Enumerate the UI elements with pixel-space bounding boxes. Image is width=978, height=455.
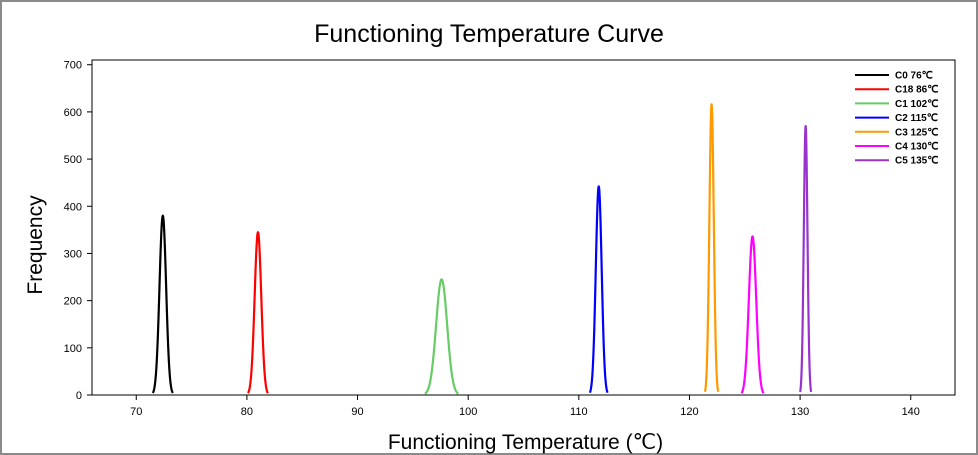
- x-tick-label: 130: [791, 406, 809, 418]
- y-tick-label: 200: [64, 296, 82, 308]
- x-tick-label: 70: [130, 406, 142, 418]
- y-tick-label: 400: [64, 201, 82, 213]
- y-tick-label: 600: [64, 107, 82, 119]
- legend-label-5: C4 130℃: [895, 142, 938, 153]
- series-line-4: [703, 103, 720, 393]
- x-axis-label: Functioning Temperature (℃): [387, 431, 664, 454]
- x-tick-label: 140: [902, 406, 920, 418]
- chart-title: Functioning Temperature Curve: [314, 20, 664, 48]
- series-line-2: [424, 278, 459, 395]
- legend-label-0: C0 76℃: [895, 71, 933, 82]
- series-line-1: [247, 231, 269, 394]
- x-tick-label: 120: [680, 406, 698, 418]
- series-line-0: [151, 214, 174, 394]
- plot-area: [91, 59, 956, 396]
- legend-label-2: C1 102℃: [895, 99, 938, 110]
- y-tick-label: 0: [76, 390, 82, 402]
- series-line-3: [588, 185, 609, 394]
- y-tick-label: 500: [64, 154, 82, 166]
- series-line-5: [740, 235, 765, 394]
- legend-label-3: C2 115℃: [895, 113, 938, 124]
- x-tick-label: 110: [570, 406, 588, 418]
- legend-label-6: C5 135℃: [895, 156, 938, 167]
- series-line-6: [799, 124, 813, 393]
- y-tick-label: 700: [64, 60, 82, 72]
- x-tick-label: 90: [351, 406, 363, 418]
- y-tick-label: 100: [64, 343, 82, 355]
- x-tick-label: 100: [459, 406, 477, 418]
- y-tick-label: 300: [64, 248, 82, 260]
- x-tick-label: 80: [241, 406, 253, 418]
- legend-label-4: C3 125℃: [895, 127, 938, 138]
- legend-label-1: C18 86℃: [895, 85, 938, 96]
